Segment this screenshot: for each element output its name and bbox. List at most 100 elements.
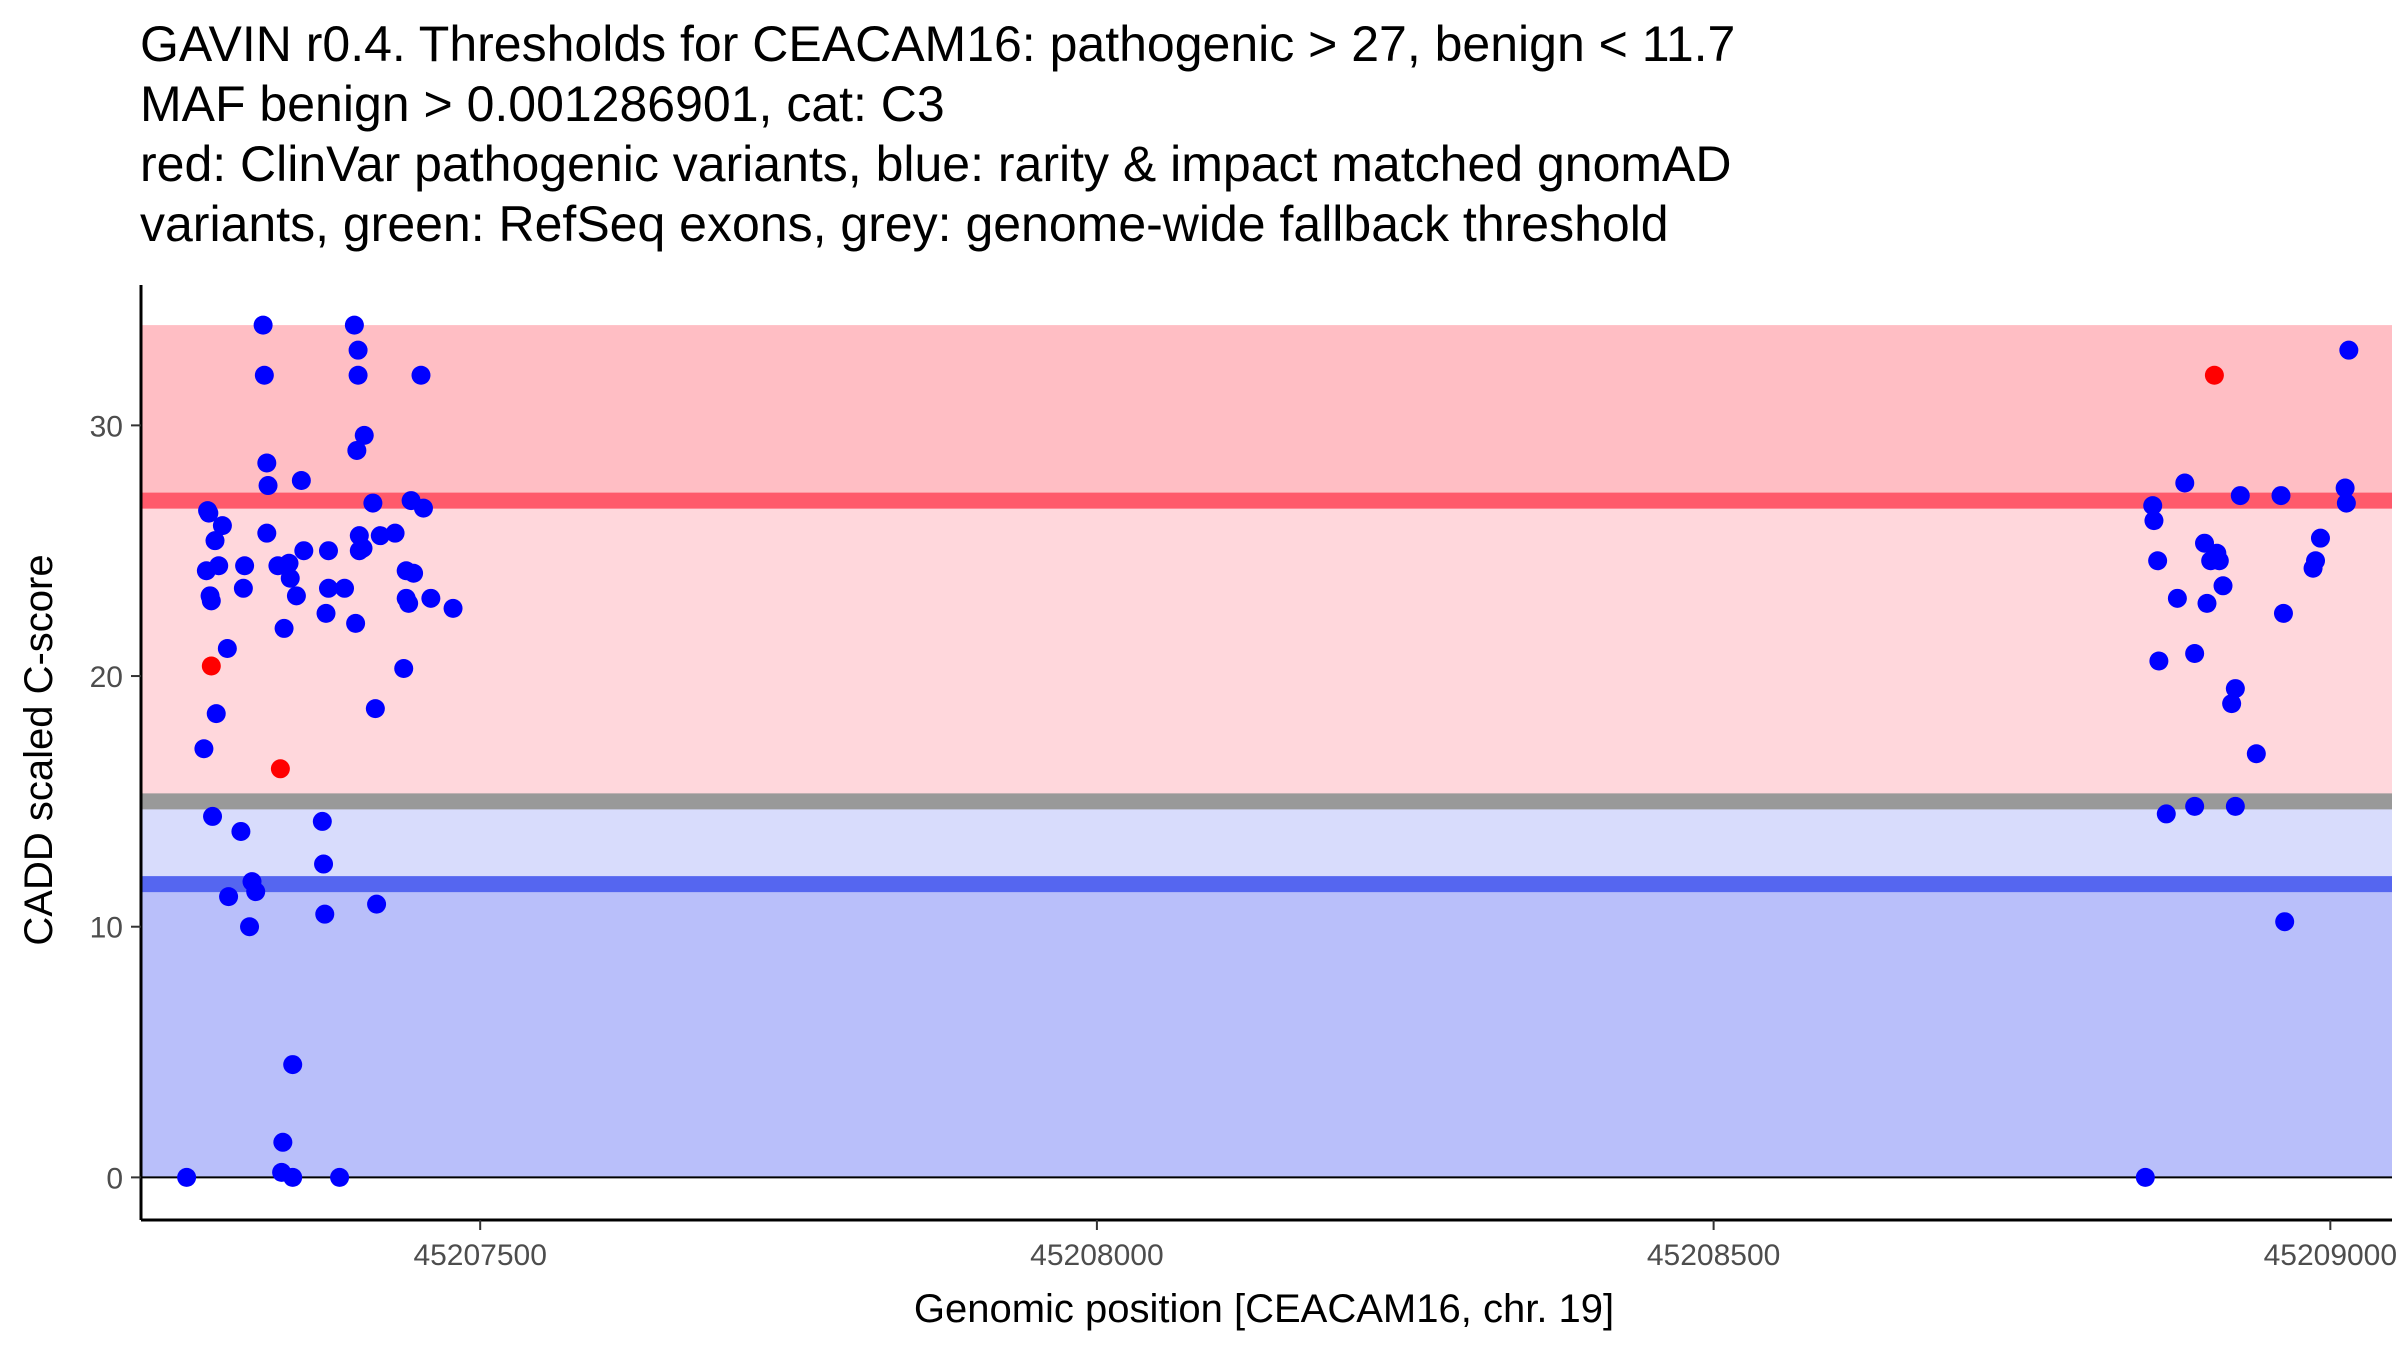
title-line-2: MAF benign > 0.001286901, cat: C3 <box>140 76 945 132</box>
variant-point <box>2175 473 2195 493</box>
variant-point <box>2225 679 2245 699</box>
x-tick-label: 45207500 <box>413 1239 546 1272</box>
variant-point <box>2143 496 2163 516</box>
series-gnomad-variants <box>177 315 2359 1187</box>
x-tick-label: 45208000 <box>1030 1239 1163 1272</box>
variant-point <box>2213 576 2233 596</box>
variant-point <box>330 1167 350 1187</box>
variant-point <box>2185 796 2205 816</box>
variant-point <box>2167 588 2187 608</box>
variant-point <box>348 340 368 360</box>
variant-point <box>280 568 300 588</box>
variant-point <box>2339 340 2359 360</box>
variant-point <box>318 541 338 561</box>
variant-point <box>2197 593 2217 613</box>
variant-point <box>2273 603 2293 623</box>
variant-point <box>394 659 414 679</box>
variant-point <box>2310 528 2330 548</box>
variant-point <box>367 894 387 914</box>
variant-point <box>194 739 214 759</box>
variant-point <box>2306 551 2326 571</box>
variant-point <box>257 523 277 543</box>
variant-point <box>314 854 334 874</box>
variant-point <box>246 882 266 902</box>
threshold-lines <box>141 492 2392 893</box>
y-tick-label: 0 <box>106 1162 123 1195</box>
y-axis-title: CADD scaled C-score <box>17 554 61 945</box>
variant-point <box>209 556 229 576</box>
variant-point <box>2135 1167 2155 1187</box>
y-tick-label: 30 <box>90 410 123 443</box>
variant-point <box>203 806 223 826</box>
variant-point <box>199 503 219 523</box>
variant-point <box>370 526 390 546</box>
variant-point <box>312 811 332 831</box>
pathogenic-region-below-threshold <box>141 500 2392 802</box>
variant-point <box>2225 796 2245 816</box>
variant-point <box>316 603 336 623</box>
title-line-4: variants, green: RefSeq exons, grey: gen… <box>140 196 1669 252</box>
variant-point <box>2156 804 2176 824</box>
variant-point <box>2336 493 2356 513</box>
variant-point <box>283 1055 303 1075</box>
variant-point <box>273 1132 293 1152</box>
series-clinvar-pathogenic <box>201 365 2224 779</box>
variant-point <box>2246 744 2266 764</box>
variant-point <box>2335 478 2355 498</box>
variant-point <box>346 613 366 633</box>
variant-point <box>404 563 424 583</box>
chart-title: GAVIN r0.4. Thresholds for CEACAM16: pat… <box>140 14 1735 254</box>
variant-point <box>279 553 299 573</box>
x-tick-label: 45209000 <box>2264 1239 2397 1272</box>
title-line-3: red: ClinVar pathogenic variants, blue: … <box>140 136 1732 192</box>
variant-point <box>413 498 433 518</box>
variant-point <box>257 453 277 473</box>
variant-point <box>2230 486 2250 506</box>
title-line-1: GAVIN r0.4. Thresholds for CEACAM16: pat… <box>140 16 1736 72</box>
x-tick-label: 45208500 <box>1647 1239 1780 1272</box>
variant-point <box>2148 551 2168 571</box>
variant-point <box>348 365 368 385</box>
variant-point <box>318 578 338 598</box>
variant-point <box>2144 511 2164 531</box>
variant-point <box>291 471 311 491</box>
y-axis-ticks: 0 10 20 30 <box>90 410 141 1195</box>
variant-point <box>421 588 441 608</box>
variant-point <box>2275 912 2295 932</box>
variant-point <box>353 538 373 558</box>
variant-point <box>2204 365 2224 385</box>
variant-point <box>270 759 290 779</box>
variant-point <box>363 493 383 513</box>
variant-point <box>385 523 405 543</box>
y-tick-label: 20 <box>90 661 123 694</box>
y-tick-label: 10 <box>90 912 123 945</box>
variant-point <box>212 516 232 536</box>
variant-point <box>253 315 273 335</box>
variant-point <box>235 556 255 576</box>
variant-points <box>177 315 2359 1187</box>
variant-point <box>315 904 335 924</box>
x-axis-title: Genomic position [CEACAM16, chr. 19] <box>914 1287 1614 1331</box>
variant-point <box>2149 651 2169 671</box>
variant-point <box>443 598 463 618</box>
variant-point <box>201 591 221 611</box>
variant-point <box>411 365 431 385</box>
variant-point <box>344 315 364 335</box>
variant-point <box>2209 551 2229 571</box>
variant-point <box>240 917 260 937</box>
variant-point <box>335 578 355 598</box>
variant-point <box>294 541 314 561</box>
variant-point <box>365 699 385 719</box>
variant-point <box>233 578 253 598</box>
pathogenic-region-above-threshold <box>141 325 2392 501</box>
variant-point <box>201 656 221 676</box>
threshold-regions <box>141 325 2392 1178</box>
variant-point <box>274 618 294 638</box>
x-axis-ticks: 45207500 45208000 45208500 45209000 <box>413 1220 2397 1272</box>
variant-point <box>217 638 237 658</box>
variant-point <box>2222 694 2242 714</box>
benign-region-above-threshold <box>141 801 2392 885</box>
variant-point <box>231 821 251 841</box>
benign-region-below-threshold <box>141 884 2392 1178</box>
